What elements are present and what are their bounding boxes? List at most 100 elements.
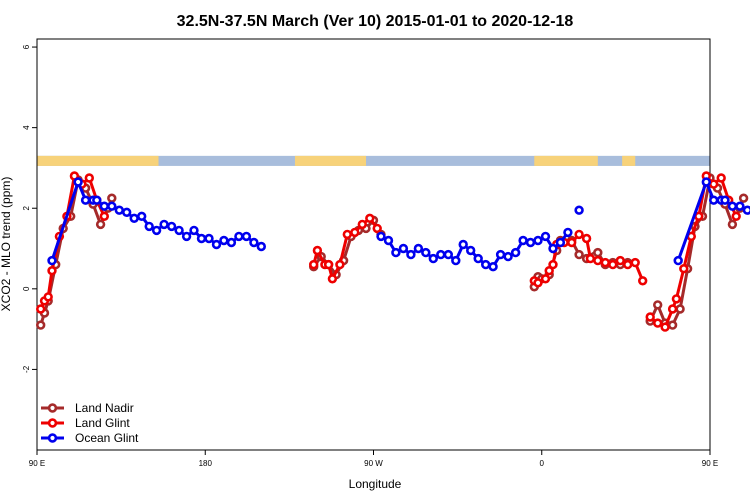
data-point	[652, 300, 663, 310]
data-point	[226, 237, 237, 248]
data-point	[555, 237, 566, 248]
data-point	[342, 229, 352, 240]
data-point	[107, 193, 117, 203]
x-tick-label: 90 W	[364, 459, 383, 468]
data-point	[548, 259, 558, 270]
data-point	[708, 195, 719, 205]
data-point	[365, 213, 375, 224]
data-point	[121, 207, 132, 218]
x-tick-label: 90 E	[29, 459, 45, 468]
data-point	[309, 259, 319, 270]
data-point	[43, 292, 53, 302]
land-band-segment	[37, 155, 159, 166]
data-point	[189, 225, 199, 236]
data-point	[540, 231, 551, 242]
data-point	[196, 233, 207, 244]
data-point	[652, 318, 663, 328]
data-point	[481, 259, 491, 270]
data-point	[660, 322, 670, 332]
land-band-segment	[294, 155, 367, 166]
data-point	[675, 304, 685, 314]
data-point	[488, 262, 498, 272]
data-point	[234, 231, 244, 242]
data-point	[622, 259, 633, 270]
data-point	[630, 257, 640, 268]
data-point	[458, 239, 468, 250]
legend-entry: Land Nadir	[41, 401, 134, 415]
y-axis-label: XCO2 - MLO trend (ppm)	[0, 177, 13, 312]
data-point	[533, 235, 543, 246]
data-point	[73, 177, 83, 187]
ocean-band	[37, 155, 710, 166]
data-point	[574, 249, 584, 260]
data-point	[350, 227, 360, 238]
data-point	[510, 247, 521, 258]
data-point	[566, 237, 577, 248]
x-tick-label: 90 E	[702, 459, 718, 468]
x-axis-label: Longitude	[349, 477, 402, 491]
data-point	[671, 294, 682, 304]
land-band-segment	[622, 155, 636, 166]
data-point	[114, 205, 125, 215]
data-point	[593, 255, 603, 266]
data-point	[518, 235, 528, 246]
data-point	[421, 247, 431, 258]
data-point	[357, 219, 367, 230]
legend-marker	[47, 433, 58, 443]
data-point	[533, 278, 543, 288]
x-tick-label: 0	[540, 459, 545, 468]
data-point	[372, 223, 382, 234]
data-point	[151, 225, 162, 236]
data-point	[144, 221, 154, 232]
data-point	[574, 205, 584, 215]
data-point	[443, 249, 453, 260]
data-point	[436, 249, 446, 260]
y-tick-label: 0	[22, 286, 31, 291]
data-point	[574, 229, 584, 240]
data-point	[211, 239, 222, 250]
data-point	[673, 255, 683, 266]
data-point	[701, 177, 711, 187]
data-point	[406, 249, 416, 260]
data-point	[525, 237, 536, 248]
y-tick-label: 4	[22, 125, 31, 130]
data-point	[738, 193, 749, 203]
x-tick-label: 180	[199, 459, 213, 468]
data-point	[735, 201, 745, 211]
data-point	[159, 219, 169, 230]
data-point	[47, 255, 57, 266]
data-point	[731, 211, 741, 222]
data-point	[166, 221, 177, 232]
y-tick-label: 6	[22, 44, 31, 49]
legend-entry: Land Glint	[41, 416, 130, 430]
data-point	[80, 195, 91, 205]
data-point	[742, 205, 750, 215]
data-point	[323, 259, 334, 270]
legend-marker	[47, 403, 58, 413]
data-point	[413, 243, 424, 254]
y-axis: -2 0 2 4 6	[22, 44, 37, 373]
data-point	[95, 219, 106, 230]
plot-frame	[36, 38, 711, 451]
data-point	[107, 201, 117, 211]
legend-entry: Ocean Glint	[41, 431, 139, 445]
data-point	[667, 304, 678, 314]
data-point	[608, 259, 618, 270]
series-ocean-glint	[47, 177, 750, 272]
data-point	[219, 235, 229, 246]
data-point	[398, 243, 409, 254]
data-point	[99, 201, 110, 211]
data-point	[181, 231, 192, 242]
data-point	[615, 255, 625, 266]
data-point	[727, 201, 738, 211]
data-point	[129, 213, 139, 224]
data-point	[35, 320, 46, 330]
data-point	[174, 225, 184, 236]
data-point	[391, 247, 401, 258]
y-tick-label: 2	[22, 205, 31, 210]
data-point	[383, 235, 394, 246]
data-point	[327, 274, 338, 284]
data-point	[84, 173, 95, 183]
